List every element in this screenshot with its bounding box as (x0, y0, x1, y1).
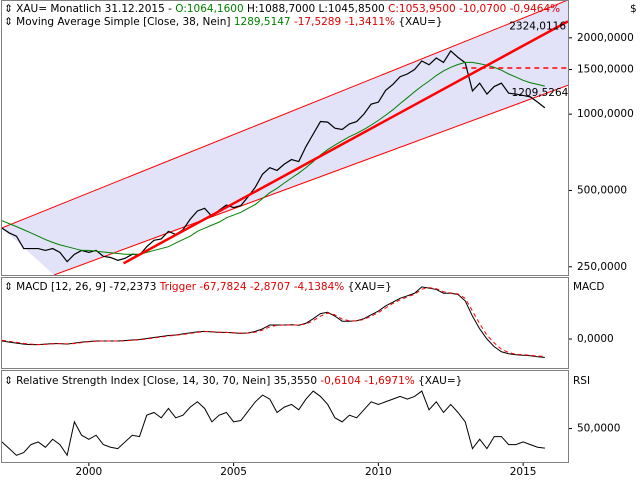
series-line (2, 50, 546, 263)
price-header: ⇕ XAU= Monatlich 31.12.2015 - O:1064,160… (4, 3, 560, 15)
y-tick-label: 2000,0000 (577, 32, 634, 44)
channel-fill (2, 0, 568, 275)
price-panel (1, 0, 569, 276)
series-line (2, 287, 545, 357)
y-tick-label: 50,0000 (577, 423, 620, 435)
x-tick-label: 2000 (75, 466, 102, 478)
ma-change: -17,5289 -1,3411% (294, 16, 395, 28)
rsi-panel (1, 370, 569, 463)
y-tick-label: 1000,0000 (577, 108, 634, 120)
series-name: XAU= (16, 3, 47, 15)
ma-header: ⇕ Moving Average Simple [Close, 38, Nein… (4, 16, 443, 28)
series-line (2, 390, 545, 457)
channel-line (2, 0, 568, 229)
ma-name: Moving Average Simple (16, 16, 140, 28)
y-tick-label: 1500,0000 (577, 64, 634, 76)
macd-symbol: {XAU=} (348, 281, 392, 293)
header-close: C:1053,9500 -10,0700 -0,9464% (388, 3, 560, 15)
trend-label: 2324,0116 (509, 20, 566, 32)
channel-line (53, 84, 568, 275)
rsi-symbol: {XAU=} (418, 375, 462, 387)
x-tick-label: 2010 (365, 466, 392, 478)
series-line (2, 61, 545, 255)
macd-axis-label: MACD (573, 281, 604, 293)
macd-header: ⇕ MACD [12, 26, 9] -72,2373 Trigger -67,… (4, 281, 392, 293)
y-tick-label: 0,0000 (577, 333, 614, 345)
plot-area (2, 286, 545, 358)
y-tick-label: 500,0000 (577, 184, 627, 196)
macd-panel (1, 277, 569, 369)
rsi-axis-label: RSI (573, 375, 590, 387)
ma-params: [Close, 38, Nein] (143, 16, 230, 28)
header-date: Monatlich 31.12.2015 - (50, 3, 172, 15)
y-tick-label: 250,0000 (577, 261, 627, 273)
rsi-value: Relative Strength Index [Close, 14, 30, … (16, 375, 317, 387)
header-open: O:1064,1600 (175, 3, 243, 15)
currency: $ (630, 3, 637, 15)
rsi-change: -0,6104 -1,6971% (320, 375, 414, 387)
rsi-header: ⇕ Relative Strength Index [Close, 14, 30… (4, 375, 462, 387)
ma-value: 1289,5147 (234, 16, 291, 28)
ma-symbol: {XAU=} (398, 16, 442, 28)
x-tick-label: 2005 (220, 466, 247, 478)
plot-area (2, 390, 545, 457)
x-tick-label: 2015 (510, 466, 537, 478)
header-high-low: H:1088,7000 L:1045,8500 (247, 3, 385, 15)
series-line (2, 286, 545, 358)
trend-line (122, 20, 568, 265)
plot-area (2, 0, 568, 275)
macd-trigger: Trigger -67,7824 -2,8707 -4,1384% (159, 281, 344, 293)
annotation: 1209,5264 (512, 87, 569, 99)
macd-value: MACD [12, 26, 9] -72,2373 (16, 281, 156, 293)
